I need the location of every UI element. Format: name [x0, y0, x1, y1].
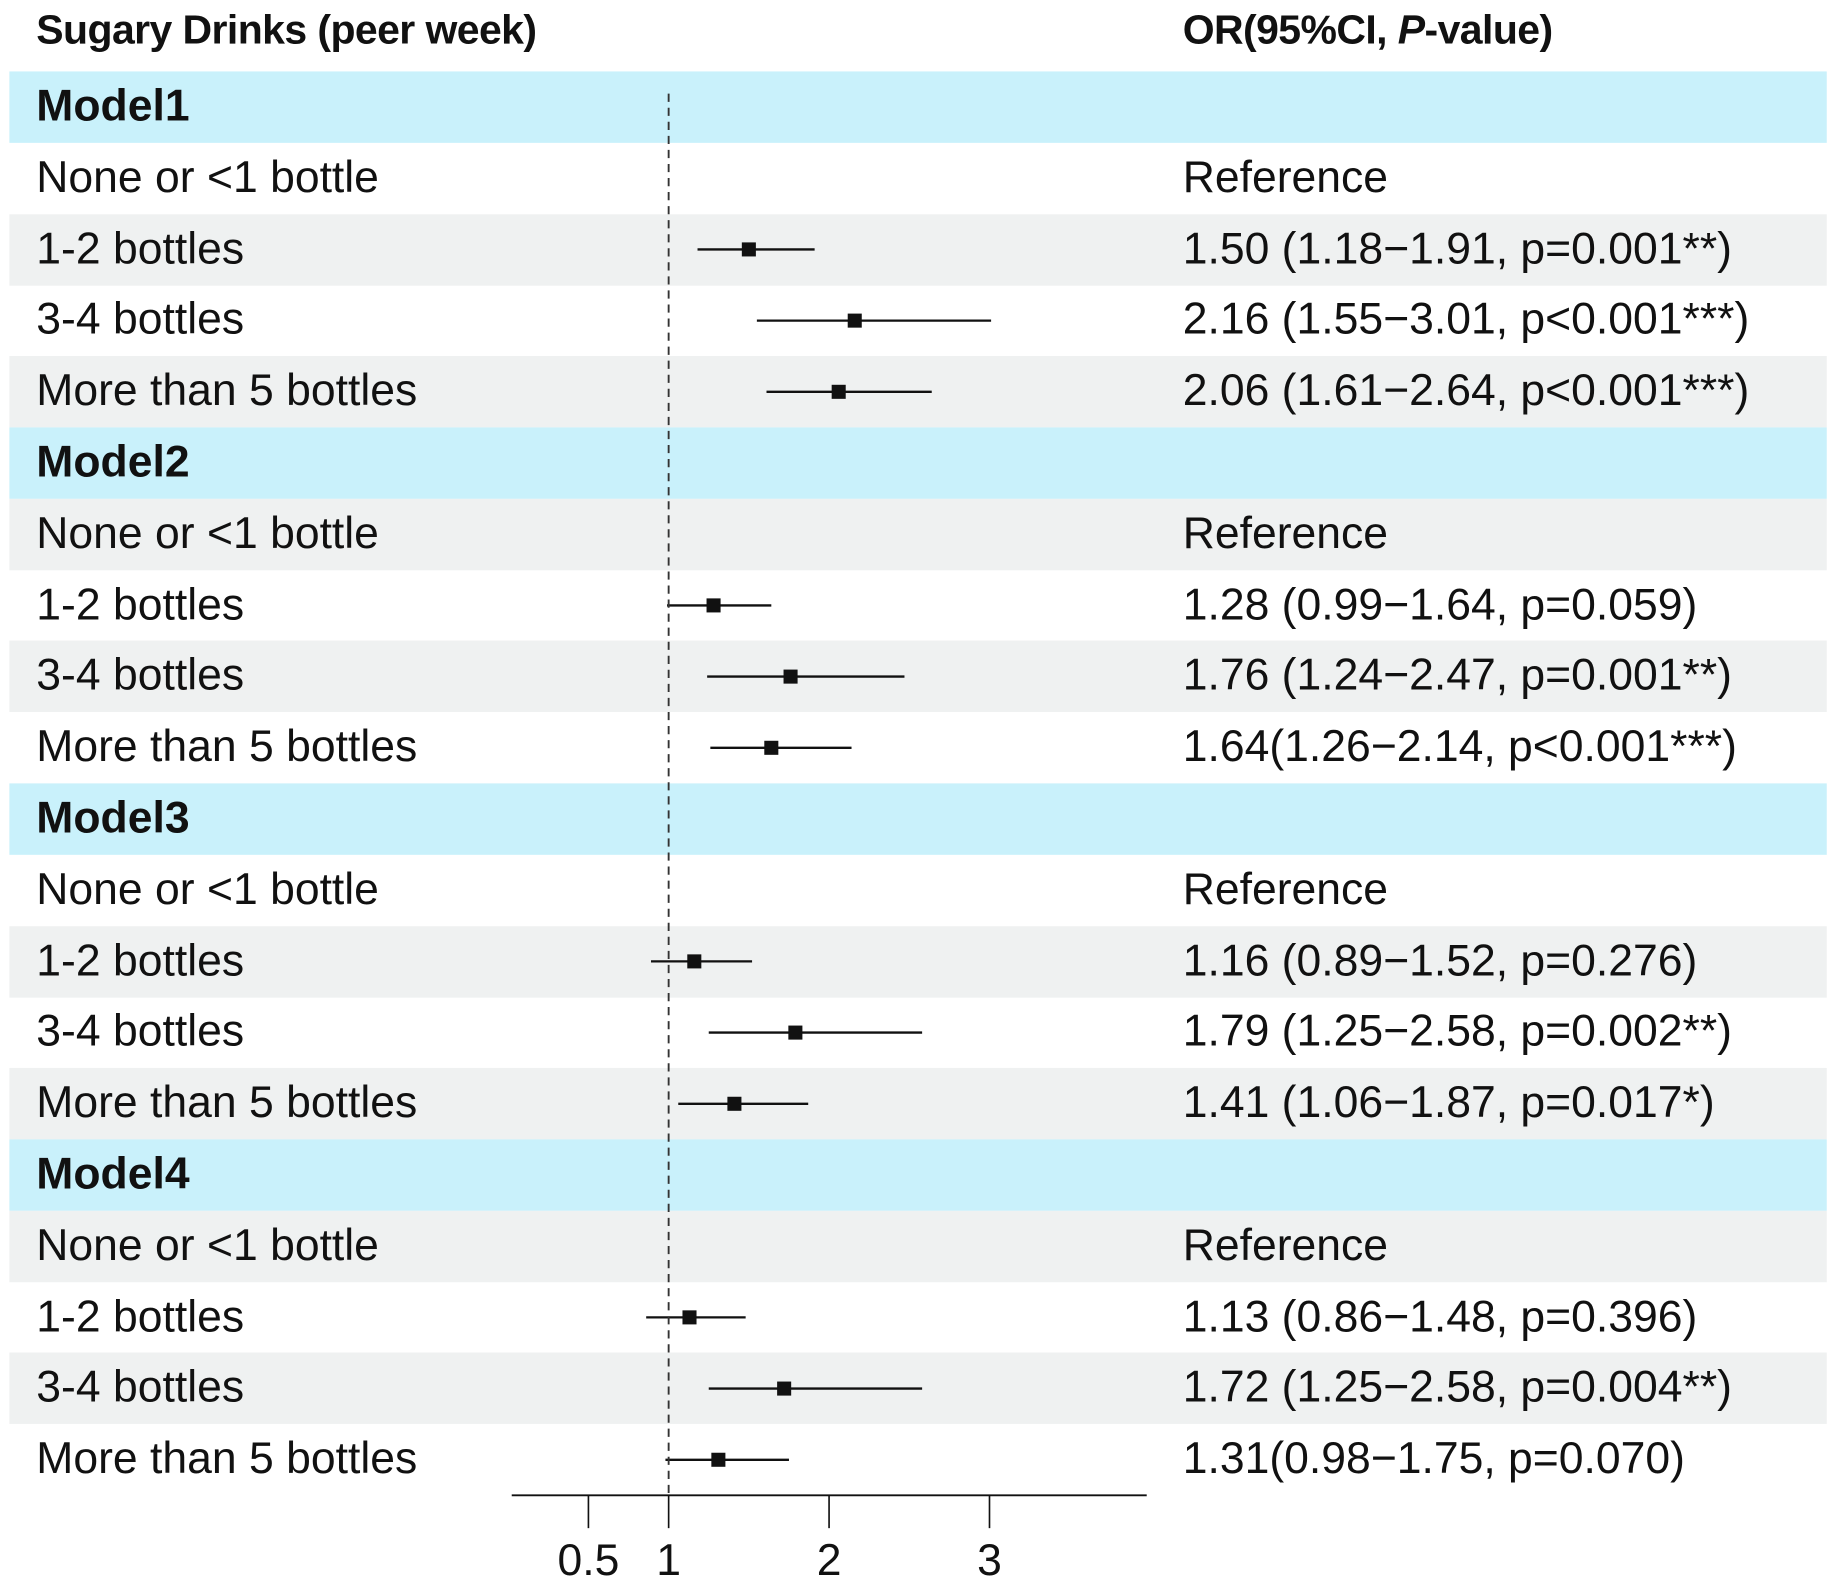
- row-label: 3-4 bottles: [36, 295, 245, 345]
- or-text: 1.79 (1.25−2.58, p=0.002**): [1182, 1007, 1732, 1057]
- right-header: OR(95%CI, P-value): [1183, 7, 1553, 54]
- or-text: 2.06 (1.61−2.64, p<0.001***): [1182, 366, 1750, 416]
- row-label: None or <1 bottle: [36, 1221, 379, 1271]
- or-marker: [783, 669, 798, 684]
- model-label: Model1: [36, 81, 190, 132]
- model-label: Model3: [36, 793, 190, 844]
- model-header-row: Model4: [9, 1139, 1827, 1211]
- row-label: 3-4 bottles: [36, 1363, 245, 1413]
- model-label: Model4: [36, 1149, 190, 1200]
- table-row: 3-4 bottles 1.79 (1.25−2.58, p=0.002**): [9, 997, 1826, 1068]
- or-text: Reference: [1182, 509, 1389, 559]
- x-tick-label: 3: [977, 1536, 1002, 1585]
- or-text: 1.28 (0.99−1.64, p=0.059): [1182, 580, 1698, 630]
- or-marker: [727, 1096, 742, 1111]
- table-row: More than 5 bottles 1.41 (1.06−1.87, p=0.…: [9, 1068, 1827, 1140]
- row-label: 3-4 bottles: [36, 1007, 245, 1057]
- table-row: 1-2 bottles 1.16 (0.89−1.52, p=0.276): [9, 925, 1827, 998]
- row-label: More than 5 bottles: [36, 366, 418, 416]
- x-tick-label: 2: [817, 1536, 842, 1585]
- or-text: Reference: [1182, 1221, 1389, 1271]
- or-marker: [847, 313, 862, 328]
- model-header-row: Model1: [9, 71, 1827, 143]
- model-label: Model2: [36, 437, 190, 488]
- or-marker: [711, 1452, 726, 1467]
- model-header-row: Model3: [9, 783, 1827, 855]
- or-text: 1.31(0.98−1.75, p=0.070): [1182, 1434, 1685, 1484]
- or-marker: [741, 242, 756, 257]
- or-text: 2.16 (1.55−3.01, p<0.001***): [1182, 295, 1750, 345]
- right-header-suffix: -value): [1424, 7, 1554, 53]
- row-label: 1-2 bottles: [36, 936, 245, 986]
- left-header: Sugary Drinks (peer week): [36, 7, 537, 53]
- table-row: 3-4 bottles 1.76 (1.24−2.47, p=0.001**): [9, 640, 1827, 713]
- x-tick-label: 1: [656, 1536, 681, 1585]
- table-row: None or <1 bottle Reference: [9, 1210, 1827, 1283]
- row-label: 1-2 bottles: [36, 1292, 245, 1342]
- row-label: None or <1 bottle: [36, 865, 379, 915]
- model-header-row: Model2: [9, 427, 1827, 499]
- row-label: More than 5 bottles: [36, 722, 418, 772]
- or-marker: [777, 1381, 792, 1396]
- row-label: 1-2 bottles: [36, 224, 245, 274]
- row-label: 3-4 bottles: [36, 651, 245, 701]
- or-text: 1.16 (0.89−1.52, p=0.276): [1182, 936, 1698, 986]
- x-tick-label: 0.5: [558, 1536, 620, 1585]
- row-label: 1-2 bottles: [36, 580, 245, 630]
- table-row: 1-2 bottles 1.13 (0.86−1.48, p=0.396): [9, 1282, 1826, 1353]
- right-header-italic: P: [1397, 7, 1425, 53]
- table-row: More than 5 bottles 2.06 (1.61−2.64, p<0.…: [9, 356, 1827, 428]
- table-row: None or <1 bottle Reference: [9, 498, 1827, 571]
- or-text: 1.13 (0.86−1.48, p=0.396): [1182, 1292, 1698, 1342]
- or-marker: [682, 1310, 697, 1325]
- row-label: None or <1 bottle: [36, 153, 379, 203]
- or-marker: [764, 740, 779, 755]
- or-marker: [706, 598, 721, 613]
- table-row: 1-2 bottles 1.50 (1.18−1.91, p=0.001**): [9, 213, 1827, 286]
- row-label: None or <1 bottle: [36, 509, 379, 559]
- or-text: 1.76 (1.24−2.47, p=0.001**): [1182, 651, 1732, 701]
- or-text: 1.72 (1.25−2.58, p=0.004**): [1182, 1363, 1732, 1413]
- or-text: Reference: [1182, 153, 1389, 203]
- or-text: 1.64(1.26−2.14, p<0.001***): [1182, 722, 1737, 772]
- or-text: 1.50 (1.18−1.91, p=0.001**): [1182, 224, 1732, 274]
- right-header-prefix: OR(95%CI,: [1182, 7, 1398, 53]
- or-text: Reference: [1182, 865, 1389, 915]
- or-text: 1.41 (1.06−1.87, p=0.017*): [1182, 1078, 1715, 1128]
- or-marker: [831, 384, 846, 399]
- row-label: More than 5 bottles: [36, 1078, 418, 1128]
- table-row: None or <1 bottle Reference: [9, 143, 1826, 214]
- table-row: 1-2 bottles 1.28 (0.99−1.64, p=0.059): [9, 570, 1826, 641]
- row-label: More than 5 bottles: [36, 1434, 418, 1484]
- table-row: None or <1 bottle Reference: [9, 855, 1826, 926]
- or-marker: [788, 1025, 803, 1040]
- table-row: 3-4 bottles 2.16 (1.55−3.01, p<0.001***): [9, 285, 1826, 356]
- table-row: More than 5 bottles 1.64(1.26−2.14, p<0.0…: [9, 712, 1826, 783]
- table-row: More than 5 bottles 1.31(0.98−1.75, p=0.0…: [9, 1424, 1826, 1495]
- or-marker: [687, 954, 702, 969]
